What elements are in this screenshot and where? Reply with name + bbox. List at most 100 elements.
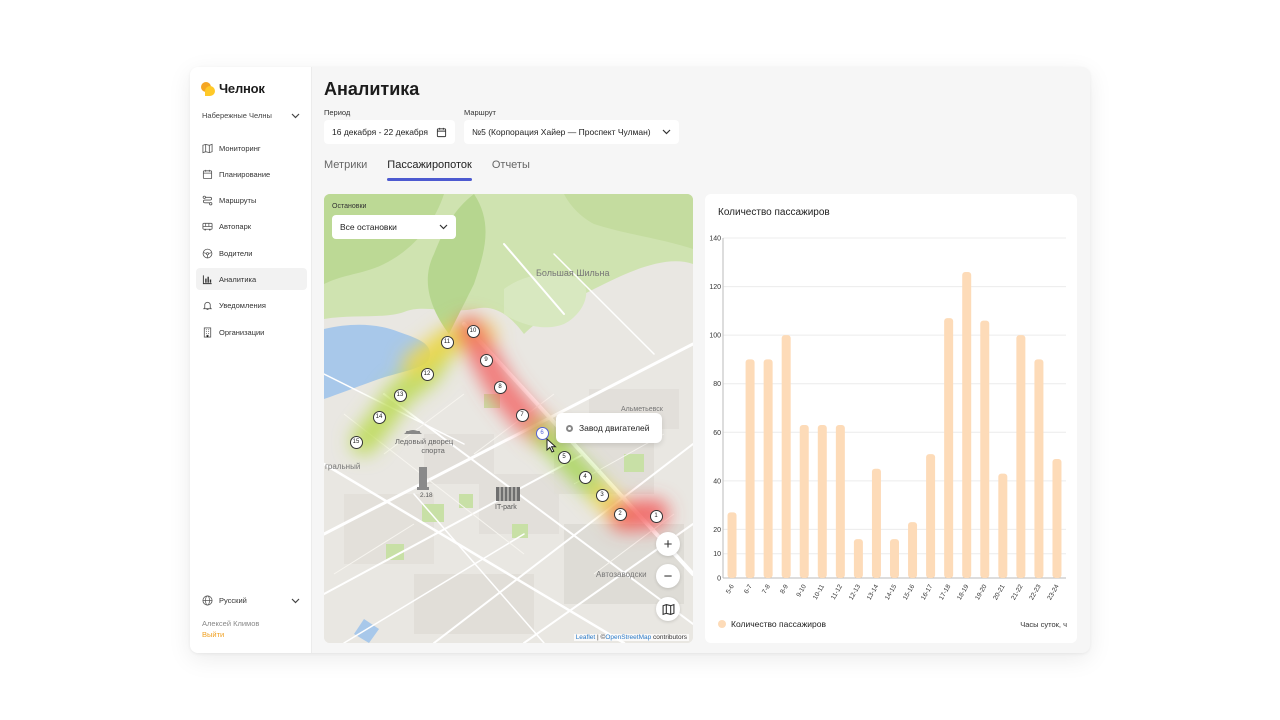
stop-marker[interactable]: 5 (557, 450, 571, 464)
leaflet-link[interactable]: Leaflet (575, 634, 596, 641)
user-name: Алексей Климов (202, 619, 260, 628)
bar (799, 425, 809, 578)
map-label-itpark: IT-park (495, 504, 517, 511)
logo-icon (201, 81, 215, 96)
y-tick-label: 10 (713, 551, 721, 558)
bar (745, 359, 755, 578)
stop-marker[interactable]: 13 (393, 388, 407, 402)
bar (835, 425, 845, 578)
sidebar-item-label: Аналитика (219, 274, 257, 284)
stop-marker[interactable]: 9 (479, 353, 493, 367)
stop-tooltip: Завод двигателей (556, 413, 662, 443)
x-tick-label: 12-13 (848, 583, 863, 601)
bell-icon (202, 300, 213, 311)
chevron-down-icon (439, 224, 448, 230)
x-tick-label: 8-9 (779, 583, 790, 595)
stop-marker[interactable]: 14 (372, 410, 386, 424)
bar (1016, 335, 1026, 578)
x-tick-label: 11-12 (830, 583, 844, 601)
sidebar-item-fleet[interactable]: Автопарк (196, 216, 307, 238)
sidebar-item-organizations[interactable]: Организации (196, 321, 307, 343)
stop-marker[interactable]: 1 (649, 509, 663, 523)
x-tick-label: 21-22 (1010, 583, 1025, 601)
bar (926, 454, 936, 578)
legend-label: Количество пассажиров (731, 619, 826, 629)
calendar-icon (202, 169, 213, 180)
chart-legend: Количество пассажиров (718, 619, 826, 629)
y-tick-label: 80 (713, 381, 721, 388)
route-icon (202, 195, 213, 206)
sidebar-item-monitoring[interactable]: Мониторинг (196, 137, 307, 159)
sidebar-item-analytics[interactable]: Аналитика (196, 268, 307, 291)
x-tick-label: 6-7 (743, 583, 754, 595)
y-tick-label: 60 (713, 430, 721, 437)
bar (853, 539, 863, 578)
route-select[interactable]: №5 (Корпорация Хайер — Проспект Чулман) (464, 120, 679, 144)
x-tick-label: 7-8 (761, 583, 772, 595)
cursor-icon (546, 438, 557, 453)
map-label-avtozavod: Автозаводски (596, 570, 647, 579)
sidebar-item-label: Уведомления (219, 301, 266, 311)
bar (890, 539, 899, 578)
map-label-shilna: Большая Шильна (536, 268, 610, 278)
logout-link[interactable]: Выйти (202, 630, 225, 639)
stop-marker[interactable]: 15 (349, 435, 363, 449)
x-tick-label: 10-11 (812, 583, 826, 601)
sidebar-nav: Мониторинг Планирование Маршруты Автопар… (196, 137, 307, 347)
x-tick-label: 20-21 (992, 583, 1007, 601)
map-panel[interactable]: Остановки Все остановки Большая Шильна Л… (324, 194, 693, 643)
stop-marker-selected[interactable]: 6 (535, 426, 549, 440)
stop-marker[interactable]: 4 (578, 470, 592, 484)
y-tick-label: 100 (709, 333, 721, 340)
stop-marker[interactable]: 2 (613, 507, 627, 521)
x-tick-label: 14-15 (884, 583, 899, 601)
x-tick-label: 15-16 (902, 583, 917, 601)
stop-marker[interactable]: 12 (420, 367, 434, 381)
sidebar-item-drivers[interactable]: Водители (196, 242, 307, 264)
sidebar-item-label: Планирование (219, 169, 271, 179)
route-label: Маршрут (464, 108, 496, 117)
map-layers-button[interactable] (656, 597, 680, 621)
map-attribution: Leaflet | ©OpenStreetMap contributors (573, 634, 689, 641)
osm-link[interactable]: OpenStreetMap (605, 634, 652, 641)
tab-reports[interactable]: Отчеты (491, 159, 530, 171)
sidebar: Челнок Набережные Челны Мониторинг Плани… (190, 67, 312, 653)
y-tick-label: 120 (709, 284, 721, 291)
zoom-out-button[interactable]: − (656, 564, 680, 588)
city-selector[interactable]: Набережные Челны (202, 111, 300, 120)
map-label-ice-palace: Ледовый дворец спорта (395, 437, 454, 455)
stops-label: Остановки (332, 203, 367, 210)
stops-select[interactable]: Все остановки (332, 215, 456, 239)
x-tick-label: 9-10 (795, 583, 808, 598)
sidebar-item-notifications[interactable]: Уведомления (196, 295, 307, 317)
map-icon (662, 603, 674, 615)
zoom-in-button[interactable]: + (656, 532, 680, 556)
app-window: Челнок Набережные Челны Мониторинг Плани… (190, 67, 1090, 653)
x-tick-label: 13-14 (866, 583, 881, 601)
stop-marker[interactable]: 7 (515, 408, 529, 422)
bar (962, 272, 972, 578)
x-tick-label: 17-18 (938, 583, 953, 601)
stop-marker[interactable]: 3 (595, 488, 609, 502)
period-picker[interactable]: 16 декабря - 22 декабря (324, 120, 455, 144)
sidebar-item-label: Маршруты (219, 196, 257, 206)
logo[interactable]: Челнок (201, 81, 265, 96)
language-selector[interactable]: Русский (202, 595, 300, 606)
map-label-central: гральный (325, 462, 361, 471)
bar (980, 320, 990, 578)
bar (1052, 459, 1062, 578)
tab-passenger-flow[interactable]: Пассажиропоток (387, 159, 472, 181)
bar (1034, 359, 1044, 578)
tab-metrics[interactable]: Метрики (324, 159, 368, 171)
sidebar-item-routes[interactable]: Маршруты (196, 190, 307, 212)
sidebar-item-label: Водители (219, 248, 253, 258)
y-tick-label: 20 (713, 527, 721, 534)
stop-marker[interactable]: 10 (466, 324, 480, 338)
brand-name: Челнок (219, 81, 265, 96)
stop-marker[interactable]: 8 (493, 380, 507, 394)
stop-marker[interactable]: 11 (440, 335, 454, 349)
sidebar-item-planning[interactable]: Планирование (196, 163, 307, 185)
main-content: Аналитика Период 16 декабря - 22 декабря… (312, 67, 1090, 653)
x-axis-label: Часы суток, ч (1020, 620, 1067, 629)
city-label: Набережные Челны (202, 111, 272, 120)
